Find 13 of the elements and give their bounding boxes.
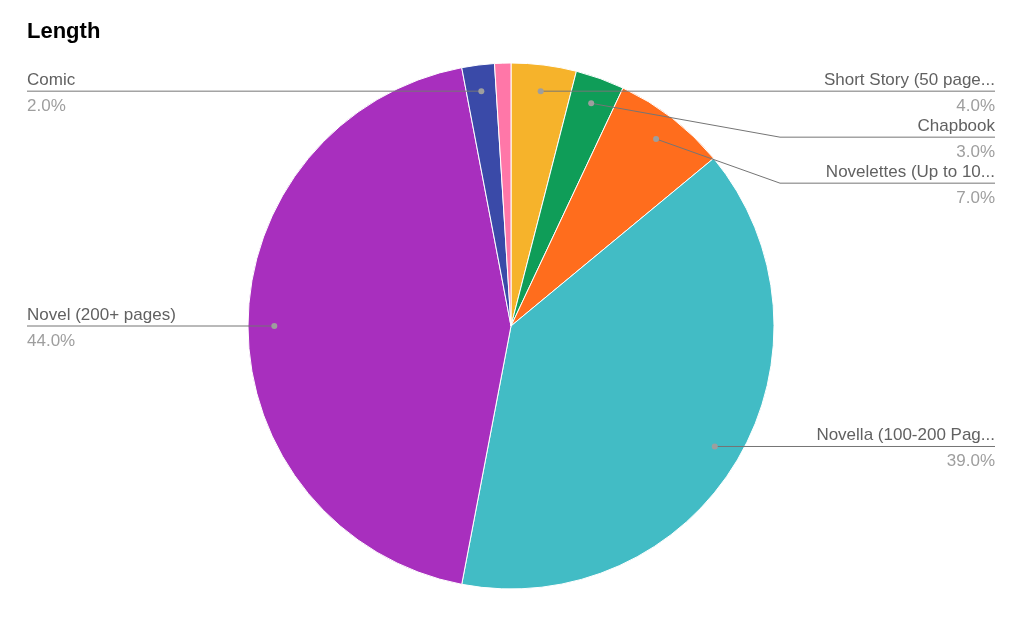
slice-label: Novel (200+ pages) [27,305,176,324]
data-label: 44.0% [27,331,76,350]
slice-label: Novella (100-200 Pag... [816,425,995,445]
slice-label: Comic [27,70,76,90]
slice-label: Chapbook [917,116,996,136]
slice-label: Short Story (50 page... [823,70,995,90]
slice-label: Novelettes (Up to 10... [825,162,995,182]
data-label: 39.0% [946,451,995,471]
data-label: 7.0% [956,188,995,208]
data-label: 4.0% [956,96,995,116]
data-label: 2.0% [27,96,66,116]
data-label: 3.0% [956,142,995,162]
chart-title: Length [27,18,101,43]
